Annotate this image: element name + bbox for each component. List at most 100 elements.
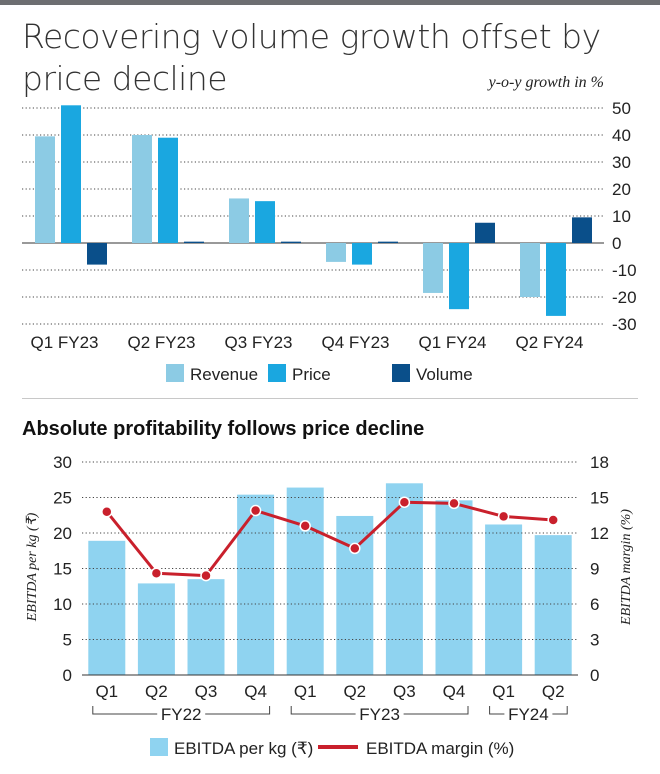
bar-price — [352, 243, 372, 265]
bar-volume — [184, 241, 204, 243]
group-label-bg — [504, 704, 553, 724]
legend-label-line: EBITDA margin (%) — [366, 739, 514, 758]
ebitda-margin-point — [299, 520, 311, 532]
y-right-tick-label: 18 — [590, 453, 609, 472]
ebitda-bar — [534, 535, 572, 675]
bar-revenue — [520, 243, 540, 297]
group-label: FY24 — [508, 705, 549, 724]
group-label: FY23 — [359, 705, 400, 724]
y-left-tick-label: 15 — [53, 560, 72, 579]
ebitda-bar — [237, 494, 275, 675]
x-tick-label: Q2 FY23 — [127, 333, 195, 352]
legend-swatch-bar — [150, 738, 168, 756]
group-label: FY22 — [161, 705, 202, 724]
legend-label-bar: EBITDA per kg (₹) — [174, 739, 313, 758]
y-left-axis-title: EBITDA per kg (₹) — [25, 512, 40, 622]
legend-label: Price — [292, 365, 331, 384]
group-label-bg — [355, 704, 404, 724]
bar-volume — [475, 222, 495, 243]
x-tick-label: Q2 — [343, 682, 366, 701]
y-left-tick-label: 30 — [53, 453, 72, 472]
x-tick-label: Q1 FY23 — [30, 333, 98, 352]
bar-volume — [572, 217, 592, 243]
chart1-title: Recovering volume growth offset by price… — [22, 17, 601, 98]
x-tick-label: Q2 FY24 — [515, 333, 583, 352]
x-tick-label: Q1 — [294, 682, 317, 701]
y-tick-label: -20 — [612, 288, 637, 307]
y-tick-label: 0 — [612, 234, 621, 253]
top-border-bar — [0, 0, 660, 5]
x-tick-label: Q4 — [244, 682, 267, 701]
y-right-tick-label: 15 — [590, 489, 609, 508]
x-tick-label: Q3 FY23 — [224, 333, 292, 352]
y-left-tick-label: 0 — [63, 666, 72, 685]
legend-label: Revenue — [190, 365, 258, 384]
y-left-tick-label: 25 — [53, 489, 72, 508]
bar-revenue — [423, 243, 443, 293]
legend-swatch — [392, 364, 410, 382]
ebitda-bar — [286, 487, 324, 675]
x-tick-label: Q3 — [393, 682, 416, 701]
x-tick-label: Q1 FY24 — [418, 333, 486, 352]
legend-swatch — [166, 364, 184, 382]
y-left-tick-label: 10 — [53, 595, 72, 614]
x-tick-label: Q1 — [492, 682, 515, 701]
x-tick-label: Q2 — [145, 682, 168, 701]
x-tick-label: Q2 — [542, 682, 565, 701]
bar-volume — [281, 241, 301, 243]
y-right-tick-label: 0 — [590, 666, 599, 685]
chart1-svg: 50 40 30 20 10 0 -10 -20 -30 Q1 FY23 Q2 FY23 Q3 FY2… — [22, 99, 637, 384]
chart2-title: Absolute profitability follows price dec… — [22, 418, 425, 440]
bar-price — [158, 137, 178, 243]
bar-revenue — [35, 136, 55, 243]
group-label-bg — [157, 704, 206, 724]
section-divider — [22, 398, 638, 399]
ebitda-margin-point — [200, 569, 212, 582]
ebitda-margin-point — [398, 496, 411, 508]
y-left-tick-label: 20 — [53, 524, 72, 543]
ebitda-margin-point — [150, 567, 163, 579]
bar-revenue — [132, 135, 152, 243]
bar-price — [61, 105, 81, 243]
y-tick-label: 30 — [612, 153, 631, 172]
y-tick-label: 50 — [612, 99, 631, 118]
y-tick-label: 40 — [612, 126, 631, 145]
legend-label: Volume — [416, 365, 473, 384]
bar-volume — [87, 243, 107, 265]
y-right-tick-label: 9 — [590, 560, 599, 579]
bar-revenue — [326, 243, 346, 262]
y-right-tick-label: 6 — [590, 595, 599, 614]
bar-volume — [378, 241, 398, 243]
x-tick-label: Q1 — [95, 682, 118, 701]
ebitda-bar — [187, 579, 225, 675]
bar-price — [255, 201, 275, 243]
ebitda-bar — [385, 483, 423, 675]
y-left-tick-label: 5 — [63, 631, 72, 650]
ebitda-bar — [435, 500, 473, 675]
x-tick-label: Q4 — [443, 682, 466, 701]
ebitda-margin-point — [448, 497, 460, 510]
ebitda-margin-point — [249, 504, 262, 517]
bar-price — [449, 243, 469, 310]
y-right-tick-label: 3 — [590, 631, 599, 650]
bar-revenue — [229, 198, 249, 243]
y-tick-label: -10 — [612, 261, 637, 280]
x-tick-label: Q4 FY23 — [321, 333, 389, 352]
ebitda-bar — [336, 515, 374, 675]
legend-swatch — [268, 364, 286, 382]
ebitda-margin-point — [349, 542, 361, 555]
y-tick-label: 10 — [612, 207, 631, 226]
y-tick-label: -30 — [612, 315, 637, 334]
bar-price — [546, 243, 566, 316]
ebitda-bar — [485, 524, 523, 675]
ebitda-bar — [88, 540, 126, 675]
ebitda-bar — [137, 583, 175, 675]
x-tick-label: Q3 — [195, 682, 218, 701]
y-right-axis-title: EBITDA margin (%) — [619, 509, 634, 626]
y-right-tick-label: 12 — [590, 524, 609, 543]
ebitda-margin-point — [101, 505, 113, 518]
y-tick-label: 20 — [612, 180, 631, 199]
ebitda-margin-line — [105, 500, 554, 578]
ebitda-margin-point — [497, 510, 510, 523]
